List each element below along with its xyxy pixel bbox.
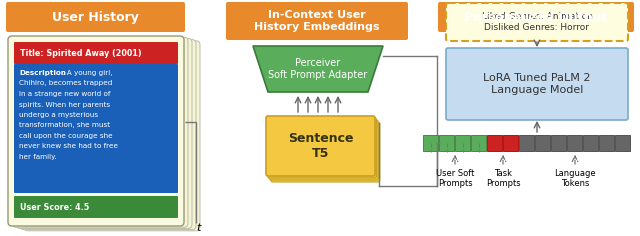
Text: transformation, she must: transformation, she must [19,122,110,128]
Bar [455,135,470,151]
Text: LoRA Tuned PaLM 2
Language Model: LoRA Tuned PaLM 2 Language Model [483,73,591,95]
Bar [439,135,454,151]
Text: in a strange new world of: in a strange new world of [19,91,110,97]
Bar [599,135,614,151]
Text: User History: User History [52,10,139,24]
Text: Sentence
T5: Sentence T5 [288,132,353,160]
Text: undergo a mysterious: undergo a mysterious [19,112,98,118]
Text: her family.: her family. [19,154,56,160]
Text: never knew she had to free: never knew she had to free [19,143,118,149]
FancyBboxPatch shape [16,38,192,228]
FancyBboxPatch shape [226,2,408,40]
FancyBboxPatch shape [268,118,376,178]
FancyBboxPatch shape [20,40,196,230]
Text: Perceiver
Soft Prompt Adapter: Perceiver Soft Prompt Adapter [268,58,367,80]
FancyBboxPatch shape [446,48,628,120]
Text: spirits. When her parents: spirits. When her parents [19,101,110,108]
FancyBboxPatch shape [14,196,178,218]
Text: Title: Spirited Away (2001): Title: Spirited Away (2001) [20,49,141,58]
Bar [567,135,582,151]
Bar [583,135,598,151]
FancyBboxPatch shape [266,116,375,176]
Text: t: t [196,223,200,233]
Text: Description: Description [19,70,66,76]
Text: Chihiro, becomes trapped: Chihiro, becomes trapped [19,80,113,87]
FancyBboxPatch shape [271,122,380,182]
Bar [471,135,486,151]
Bar [519,135,534,151]
FancyBboxPatch shape [14,42,178,64]
Bar [535,135,550,151]
Bar [503,135,518,151]
Text: Language
Tokens: Language Tokens [554,169,596,188]
Text: Liked Genres: Animation
Disliked Genres: Horror: Liked Genres: Animation Disliked Genres:… [481,12,593,32]
FancyBboxPatch shape [269,120,378,180]
Text: Personalized Output: Personalized Output [465,10,607,24]
Bar [487,135,502,151]
FancyBboxPatch shape [24,41,200,231]
Text: In-Context User
History Embeddings: In-Context User History Embeddings [254,10,380,32]
Text: : A young girl,: : A young girl, [62,70,113,76]
Text: User Score: 4.5: User Score: 4.5 [20,202,89,211]
FancyBboxPatch shape [8,36,184,226]
Bar [423,135,438,151]
Text: Task
Prompts: Task Prompts [486,169,520,188]
Polygon shape [253,46,383,92]
Bar [615,135,630,151]
Bar [551,135,566,151]
Text: call upon the courage she: call upon the courage she [19,133,113,139]
FancyBboxPatch shape [14,64,178,193]
FancyBboxPatch shape [12,37,188,227]
FancyBboxPatch shape [446,3,628,41]
FancyBboxPatch shape [6,2,185,32]
Text: User Soft
Prompts: User Soft Prompts [436,169,474,188]
FancyBboxPatch shape [438,2,634,32]
